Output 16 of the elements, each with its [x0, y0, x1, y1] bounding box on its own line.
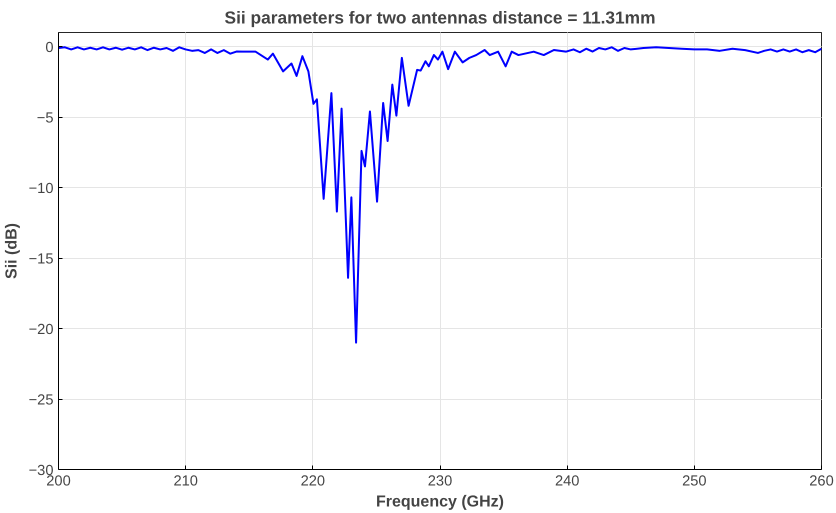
x-tick-label: 260	[809, 474, 834, 490]
x-tick-label: 220	[300, 474, 326, 490]
chart-title: Sii parameters for two antennas distance = 11.31mm	[224, 8, 656, 28]
line-series	[58, 46, 822, 344]
x-tick-label: 210	[173, 474, 198, 490]
y-tick-label: 0	[45, 40, 54, 56]
y-tick-label: −10	[28, 181, 54, 198]
y-tick-label: −15	[28, 252, 54, 268]
x-tick-label: 250	[682, 474, 707, 490]
y-tick-label: −25	[28, 392, 54, 409]
x-tick-label: 230	[428, 474, 452, 490]
x-axis-title: Frequency (GHz)	[376, 494, 504, 510]
y-axis-title: Sii (dB)	[4, 222, 21, 279]
x-tick-label: 240	[554, 474, 580, 490]
y-tick-label: −5	[36, 110, 54, 127]
y-tick-label: −20	[28, 322, 54, 338]
